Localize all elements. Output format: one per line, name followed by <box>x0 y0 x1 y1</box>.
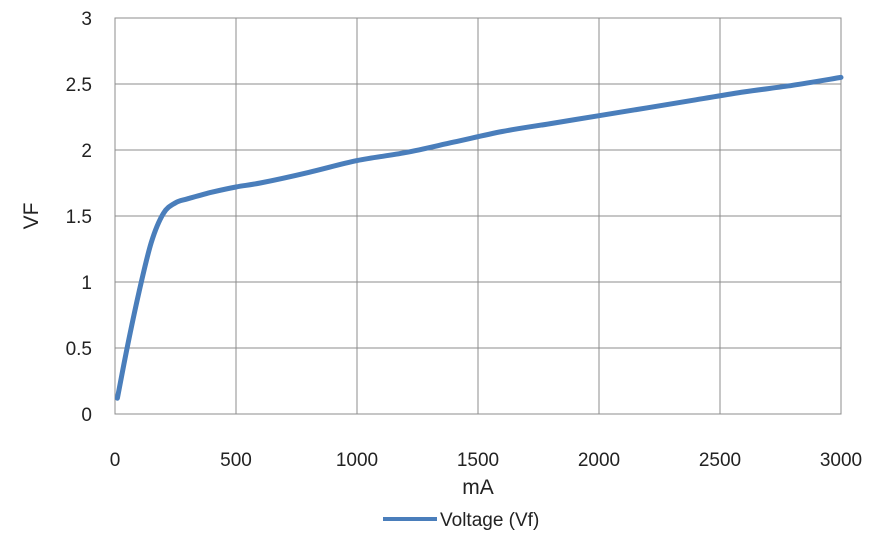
plot-frame <box>114 17 842 415</box>
legend: Voltage (Vf) <box>383 510 539 531</box>
y-tick-label: 2 <box>81 141 92 162</box>
y-tick-label: 1.5 <box>66 207 92 228</box>
x-tick-label: 2000 <box>578 450 620 471</box>
legend-label: Voltage (Vf) <box>440 510 539 531</box>
x-tick-label: 0 <box>110 450 121 471</box>
x-tick-label: 3000 <box>820 450 862 471</box>
grid-lines <box>114 17 842 415</box>
x-tick-label: 1000 <box>336 450 378 471</box>
series-line-voltage <box>114 74 844 401</box>
x-tick-label: 1500 <box>457 450 499 471</box>
y-tick-label: 3 <box>81 9 92 30</box>
x-axis-title: mA <box>462 476 494 499</box>
y-tick-label: 2.5 <box>66 75 92 96</box>
y-tick-label: 0.5 <box>66 339 92 360</box>
x-tick-label: 500 <box>220 450 252 471</box>
y-tick-label: 1 <box>81 273 92 294</box>
y-tick-label: 0 <box>81 405 92 426</box>
y-axis-title: VF <box>20 203 43 230</box>
x-tick-label: 2500 <box>699 450 741 471</box>
y-tick-labels: 0 0.5 1 1.5 2 2.5 3 <box>66 9 92 426</box>
x-tick-labels: 0 500 1000 1500 2000 2500 3000 <box>110 450 862 471</box>
